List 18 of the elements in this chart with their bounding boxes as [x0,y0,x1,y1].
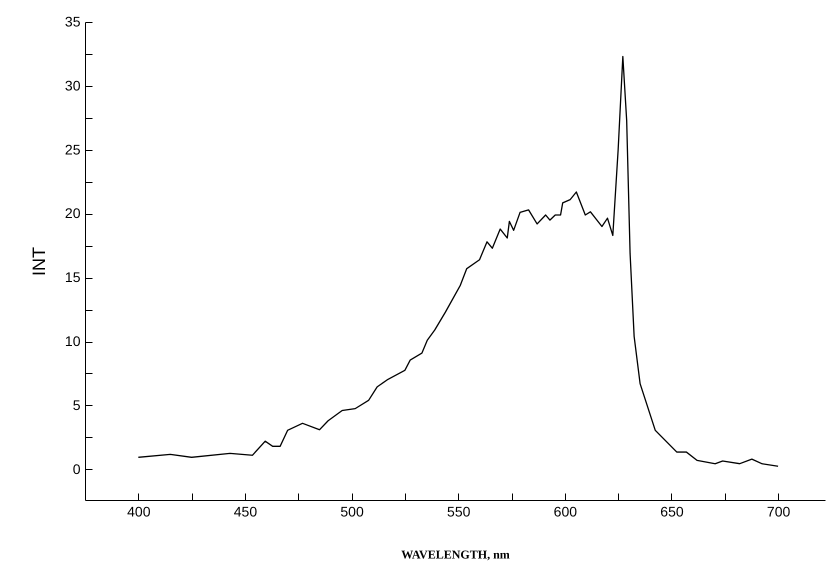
y-tick-label: 25 [64,141,81,158]
line-series [138,56,779,467]
x-axis-title: WAVELENGTH, nm [401,548,510,562]
x-tick-label: 450 [234,504,258,520]
y-tick-label: 5 [72,396,81,413]
y-tick-label: 15 [64,269,81,286]
y-tick-label: 35 [64,14,81,30]
y-tick-label: 10 [64,333,81,350]
y-tick-label: 0 [72,460,81,477]
y-tick-label: 20 [64,205,81,222]
x-tick-label: 600 [554,504,578,520]
x-tick-label: 650 [660,504,684,520]
y-tick-label: 30 [64,77,81,94]
x-tick-label: 400 [127,504,151,520]
y-axis-title: INT [28,247,49,276]
x-tick-label: 500 [340,504,364,520]
x-tick-label: 550 [447,504,471,520]
x-tick-label: 700 [766,504,790,520]
